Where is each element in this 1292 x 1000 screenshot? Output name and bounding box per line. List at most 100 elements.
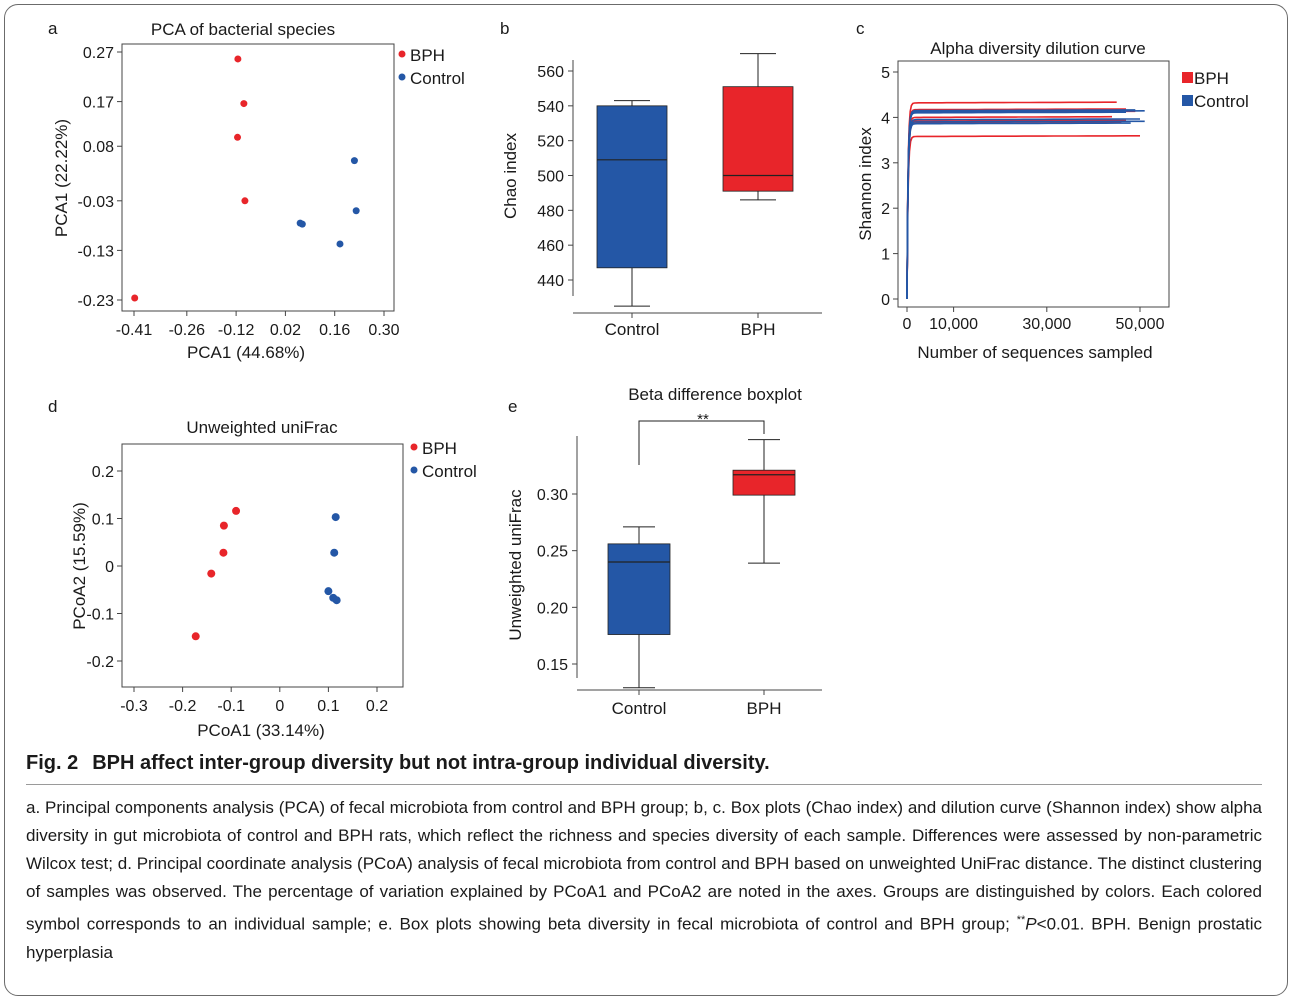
panel-c-ytick-label: 1 <box>881 247 890 264</box>
panel-e-letter: e <box>508 397 517 416</box>
panel-d-ylabel: PCoA2 (15.59%) <box>70 502 89 630</box>
panel-a-point-bph <box>241 197 249 205</box>
panel-c-curve-control <box>906 110 1145 299</box>
panel-e-box-control <box>607 543 671 635</box>
panel-a-xtick-label: 0.02 <box>270 322 301 339</box>
panel-c-curve-control <box>906 109 1136 299</box>
panel-d-point-control <box>330 548 339 557</box>
panel-a-point-control <box>298 220 306 228</box>
panel-e-xtick-label: Control <box>612 699 667 718</box>
panel-c-curve-control <box>906 120 1145 299</box>
panel-c-curve-control <box>906 111 1126 299</box>
panel-b-ytick-label: 460 <box>537 238 564 255</box>
panel-a-point-control <box>352 207 360 215</box>
panel-e-ytick-label: 0.20 <box>537 600 568 617</box>
panel-d-xtick-label: 0.1 <box>317 698 339 715</box>
panel-d-legend-label-bph: BPH <box>422 439 457 458</box>
panel-c-curve-bph <box>906 115 1113 299</box>
panel-d-point-control <box>332 596 341 605</box>
caption-title: Fig. 2 BPH affect inter-group diversity b… <box>26 752 1262 775</box>
panel-a-ytick-label: 0.27 <box>83 45 114 62</box>
panel-b-box-control <box>596 105 668 269</box>
panel-c-letter: c <box>856 19 865 38</box>
panel-e-ytick-label: 0.15 <box>537 657 568 674</box>
panel-c-plot-frame <box>897 60 1170 308</box>
panel-c-curve-bph <box>906 108 1126 299</box>
panel-c-ytick-label: 4 <box>881 110 890 127</box>
panel-d-legend-marker-control <box>410 466 418 474</box>
panel-b-ytick-label: 500 <box>537 169 564 186</box>
panel-a-point-bph <box>234 55 242 63</box>
panel-a-letter: a <box>48 19 58 38</box>
panel-d-point-bph <box>219 548 228 557</box>
panel-d-xtick-label: -0.1 <box>217 698 245 715</box>
panel-b-ytick-label: 480 <box>537 203 564 220</box>
panel-b-ytick-label: 560 <box>537 64 564 81</box>
panel-c-curve-bph <box>906 101 1117 299</box>
panel-a-plot-frame <box>121 43 395 312</box>
figure-panels: a PCA of bacterial species-0.41 -0.26 -0.12… <box>48 19 1249 740</box>
panel-a-legend-marker-bph <box>398 50 406 58</box>
panel-d-legend-marker-bph <box>410 443 418 451</box>
panel-e-significance-label: ** <box>697 411 709 428</box>
panel-c-ytick-label: 0 <box>881 292 890 309</box>
panel-c-curve-control <box>906 118 1140 299</box>
panel-e-box-bph <box>732 469 796 496</box>
panel-e: e 0.30 0.25 0.20 0.15 Beta difference boxplot… <box>506 385 822 718</box>
panel-b-xtick-label: Control <box>605 320 660 339</box>
panel-a-ytick-label: 0.17 <box>83 95 114 112</box>
panel-d-point-control <box>324 587 333 596</box>
caption-p-label: P <box>1025 914 1037 934</box>
panel-d-legend-label-control: Control <box>422 462 477 481</box>
panel-a-ytick-label: -0.13 <box>78 243 115 260</box>
panel-d-point-bph <box>207 569 216 578</box>
panel-d-xtick-label: 0 <box>275 698 284 715</box>
panel-d-plot-frame <box>121 443 404 688</box>
panel-b-ytick-label: 520 <box>537 134 564 151</box>
caption-rule <box>26 784 1262 785</box>
panel-d-point-bph <box>191 632 200 641</box>
panel-b-ylabel: Chao index <box>501 133 520 220</box>
panel-a: a PCA of bacterial species -0.41 -0.26 -0.12… <box>48 19 465 362</box>
panel-a-point-control <box>336 240 344 248</box>
panel-d-ytick-label: 0 <box>105 559 114 576</box>
panel-b-xtick-label: BPH <box>741 320 776 339</box>
panel-b-ytick-label: 540 <box>537 99 564 116</box>
panel-c-curve-bph <box>906 119 1126 299</box>
panel-c-ylabel: Shannon index <box>856 127 875 241</box>
panel-c-ytick-label: 5 <box>881 65 890 82</box>
panel-c-xlabel: Number of sequences sampled <box>917 343 1152 362</box>
panel-c-legend-label-bph: BPH <box>1194 69 1229 88</box>
panel-d-title: Unweighted uniFrac <box>186 418 338 437</box>
panel-c-legend-swatch-bph <box>1182 72 1193 83</box>
panel-e-significance-bracket <box>638 420 765 465</box>
panel-d-xtick-label: 0.2 <box>366 698 388 715</box>
panel-d-ytick-label: 0.2 <box>92 464 114 481</box>
panel-a-legend-marker-control <box>398 73 406 81</box>
panel-c-curve-control <box>906 122 1131 299</box>
caption-body-main: a. Principal components analysis (PCA) o… <box>26 798 1262 934</box>
panel-d-xlabel: PCoA1 (33.14%) <box>197 721 325 740</box>
panel-c-ytick-label: 2 <box>881 201 890 218</box>
panel-c-curve-bph <box>906 135 1140 299</box>
panel-d-point-bph <box>219 521 228 530</box>
panel-d-xtick-label: -0.2 <box>169 698 197 715</box>
panel-b: b 560 540 520 500 480 460 440 Chao index Control B… <box>500 19 822 339</box>
panel-c-curve-bph <box>906 110 1136 299</box>
panel-a-xtick-label: -0.26 <box>169 322 206 339</box>
panel-d-point-control <box>331 513 340 522</box>
panel-c-xtick-label: 50,000 <box>1116 316 1165 333</box>
panel-d: d Unweighted uniFrac -0.3 -0.2 -0.1 0 0.1 0.2 0.… <box>48 397 477 740</box>
panel-a-xtick-label: -0.12 <box>218 322 255 339</box>
panel-e-xtick-label: BPH <box>747 699 782 718</box>
panel-a-xlabel: PCA1 (44.68%) <box>187 343 305 362</box>
panel-e-title: Beta difference boxplot <box>628 385 802 404</box>
panel-a-xtick-label: 0.30 <box>368 322 399 339</box>
panel-c-xtick-label: 10,000 <box>929 316 978 333</box>
panel-a-point-bph <box>234 133 242 141</box>
caption-p-tail: <0.01. BPH. Benign prostatic hyperplasia <box>26 914 1262 962</box>
panel-a-ytick-label: -0.23 <box>78 293 115 310</box>
panel-a-xtick-label: 0.16 <box>319 322 350 339</box>
panel-c-ytick-label: 3 <box>881 156 890 173</box>
